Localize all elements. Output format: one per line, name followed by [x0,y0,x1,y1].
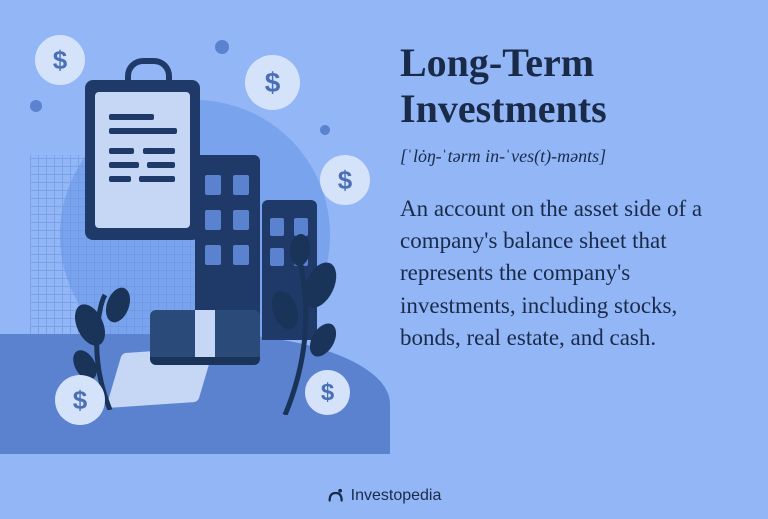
brand-footer: Investopedia [327,487,442,505]
decorative-dot [320,125,330,135]
cash-stack-icon [150,310,260,365]
decorative-dot [215,40,229,54]
dollar-coin-icon: $ [245,55,300,110]
clipboard-line [139,176,175,182]
cash-band [195,310,215,357]
investopedia-logo-icon [327,487,345,505]
dollar-coin-icon: $ [55,375,105,425]
dollar-coin-icon: $ [305,370,350,415]
clipboard-line [109,128,177,134]
text-panel: Long-Term Investments [ˈlȯŋ-ˈtərm in-ˈve… [390,0,768,519]
definition-text: An account on the asset side of a compan… [400,193,738,354]
illustration-panel: $ $ $ $ $ [0,0,390,519]
building-window [233,175,249,195]
term-title: Long-Term Investments [400,40,738,132]
clipboard-line [147,162,175,168]
clipboard-line [143,148,175,154]
clipboard-line [109,176,131,182]
clipboard-icon [85,80,200,240]
building-window [205,245,221,265]
clipboard-line [109,148,134,154]
decorative-dot [30,100,42,112]
building-window [233,245,249,265]
clipboard-line [109,162,139,168]
building-window [205,175,221,195]
dollar-coin-icon: $ [35,35,85,85]
clipboard-line [109,114,154,120]
brand-name: Investopedia [351,487,442,505]
infographic-card: $ $ $ $ $ Long-Term Investments [ˈlȯŋ-ˈt… [0,0,768,519]
building-window [205,210,221,230]
dollar-coin-icon: $ [320,155,370,205]
pronunciation-text: [ˈlȯŋ-ˈtərm in-ˈves(t)-mənts] [400,146,738,167]
building-window [233,210,249,230]
clipboard-paper [95,92,190,228]
